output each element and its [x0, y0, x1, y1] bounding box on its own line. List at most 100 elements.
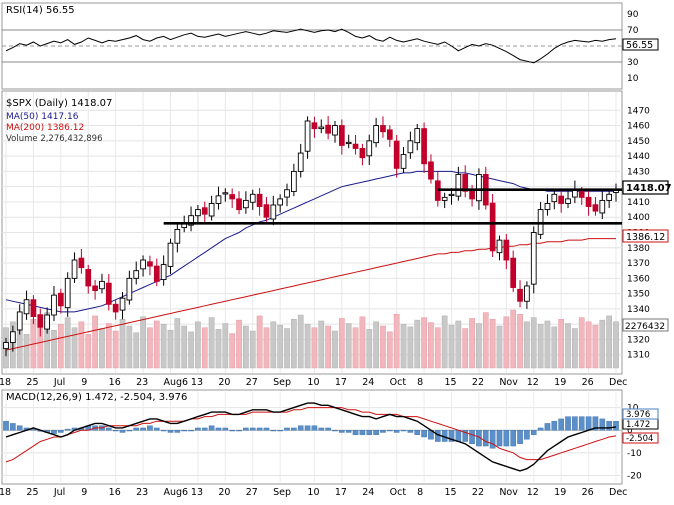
candle-up: [496, 239, 503, 254]
macd-histogram-bar: [592, 416, 599, 431]
legend-ma50: MA(50) 1417.16: [6, 112, 79, 122]
macd-x-tick-label: 20: [218, 487, 230, 498]
macd-histogram-bar: [537, 427, 544, 431]
macd-histogram-bar: [297, 425, 304, 431]
volume-bar: [544, 320, 551, 369]
volume-bar: [201, 327, 208, 369]
macd-histogram-bar: [277, 430, 283, 432]
macd-histogram-bar: [455, 430, 462, 442]
macd-histogram-bar: [359, 430, 366, 435]
volume-bar: [510, 309, 517, 369]
candle-up: [174, 228, 181, 244]
rsi-current-value: 56.55: [626, 40, 653, 51]
price-x-axis: 18 25 Jul 9 16 23 Aug6 13 20 27 Sep 10 17 24 Oct 8 15 22 N…: [0, 377, 627, 388]
candle-down: [578, 191, 585, 198]
macd-histogram-bar: [201, 427, 208, 431]
candle-down: [57, 292, 64, 307]
price-x-tick-label: 26: [582, 377, 594, 388]
candle-down: [585, 196, 592, 207]
macd-x-tick-label: 27: [246, 487, 258, 498]
price-x-tick-label: 23: [136, 377, 148, 388]
candle-down: [421, 128, 427, 165]
volume-bar: [517, 313, 523, 369]
candle-up: [455, 173, 462, 197]
macd-histogram-bar: [140, 427, 146, 431]
rsi-panel: 9070503010 RSI(14) 56.55 56.55: [1, 2, 659, 90]
candle-up: [441, 196, 448, 201]
rsi-grid: [2, 29, 622, 63]
volume-bar: [297, 314, 304, 369]
volume-bar: [140, 316, 146, 369]
volume-bar: [263, 327, 270, 369]
price-tick-label: 1400: [627, 213, 650, 223]
macd-histogram-bar: [380, 430, 386, 433]
volume-bar: [578, 317, 585, 369]
macd-histogram-bar: [30, 428, 37, 431]
candle-up: [126, 277, 133, 301]
price-x-tick-label: 27: [246, 377, 258, 388]
volume-bar: [455, 320, 462, 369]
macd-line: [5, 402, 617, 472]
price-x-tick-label: 19: [554, 377, 566, 388]
volume-bar: [434, 327, 441, 369]
macd-histogram-bar: [291, 427, 297, 431]
candle-up: [215, 195, 222, 204]
volume-bar: [112, 330, 119, 369]
macd-histogram-bar: [503, 430, 510, 447]
candle-up: [71, 259, 78, 279]
candle-down: [201, 207, 208, 215]
macd-tick-label: 0: [627, 426, 633, 436]
volume-bar: [311, 327, 318, 369]
macd-histogram-bar: [174, 430, 181, 433]
macd-histogram-bar: [393, 430, 400, 433]
candle-down: [325, 124, 331, 134]
volume-bar: [407, 326, 414, 369]
price-x-tick-label: Sep: [273, 377, 291, 388]
volume-bar: [386, 331, 393, 369]
legend-ma200: MA(200) 1386.12: [6, 123, 84, 133]
macd-histogram-bar: [565, 416, 571, 431]
macd-histogram-bar: [469, 430, 475, 444]
volume-bar: [119, 319, 126, 369]
macd-x-tick-label: 15: [445, 487, 457, 498]
volume-bar: [188, 331, 194, 369]
candle-up: [530, 232, 537, 285]
candle-up: [140, 259, 146, 270]
volume-bar: [291, 319, 297, 369]
macd-x-tick-label: 12: [527, 487, 539, 498]
price-x-tick-label: 24: [362, 377, 374, 388]
volume-bar: [325, 325, 331, 369]
volume-bar: [105, 323, 112, 369]
macd-x-tick-label: 26: [582, 487, 594, 498]
candle-down: [236, 198, 242, 211]
candle-up: [599, 199, 606, 214]
volume-bar: [71, 327, 78, 369]
macd-histogram-bar: [373, 430, 379, 435]
volume-bar: [551, 326, 558, 369]
volume-bar: [558, 319, 565, 369]
macd-histogram-bar: [448, 430, 455, 442]
candle-down: [558, 195, 565, 204]
signal-value-tag: -2.504: [626, 434, 653, 444]
candle-up: [23, 299, 30, 315]
rsi-tick-label: 30: [627, 58, 639, 68]
macd-histogram-bar: [256, 427, 263, 431]
volume-bar: [64, 317, 71, 369]
macd-histogram-bar: [332, 430, 338, 432]
volume-bar: [482, 312, 489, 369]
macd-histogram-bar: [558, 418, 564, 431]
macd-histogram-bar: [606, 420, 612, 431]
macd-x-tick-label: 10: [307, 487, 319, 498]
price-x-tick-label: 12: [527, 377, 539, 388]
volume-bar: [338, 318, 345, 369]
volume-bar: [208, 317, 215, 369]
candle-down: [592, 204, 599, 212]
price-x-tick-label: 17: [335, 377, 347, 388]
macd-histogram-bar: [188, 430, 194, 432]
volume-bar: [530, 317, 537, 369]
candle-down: [92, 285, 98, 292]
price-tick-label: 1460: [627, 122, 650, 132]
price-title: $SPX (Daily) 1418.07: [6, 98, 112, 109]
price-x-tick-label: Oct: [390, 377, 407, 388]
macd-histogram-bar: [585, 416, 592, 431]
